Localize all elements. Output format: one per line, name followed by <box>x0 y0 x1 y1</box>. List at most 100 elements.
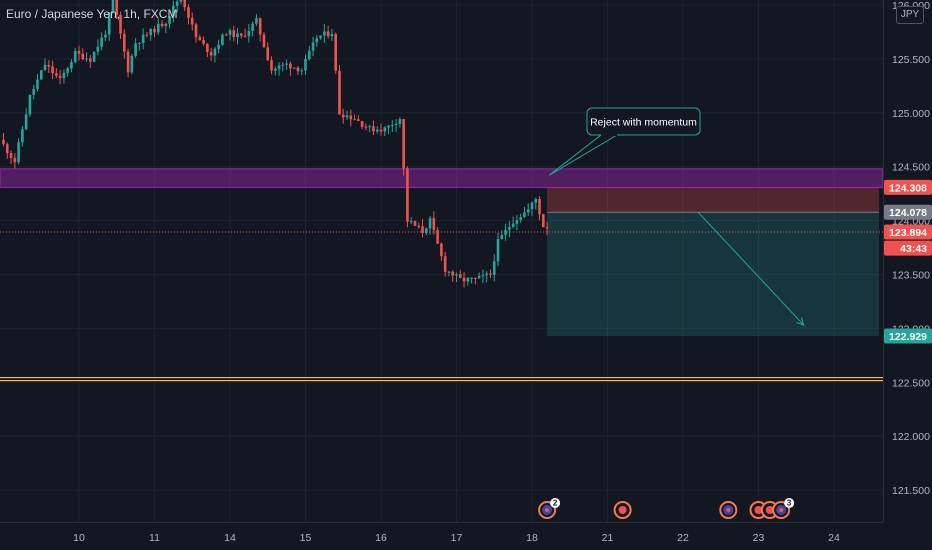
candle-body <box>153 28 156 33</box>
price-tag-bg-3 <box>884 240 932 256</box>
candle-body <box>296 67 300 72</box>
candle-body <box>62 72 66 78</box>
price-tag-1: 124.078 <box>889 207 927 219</box>
x-tick-label-9: 23 <box>753 532 765 544</box>
candle-body <box>130 55 134 73</box>
candle-body <box>228 30 232 35</box>
annotation-joint <box>601 133 617 136</box>
candle-body <box>315 38 319 43</box>
candle-body <box>119 14 122 34</box>
y-tick-label-1: 125.500 <box>892 54 930 66</box>
candle-body <box>542 214 545 228</box>
candle-body <box>341 114 345 118</box>
candle-body <box>451 271 455 276</box>
x-tick-label-10: 24 <box>828 532 840 544</box>
chart-title: Euro / Japanese Yen, 1h, FXCM <box>6 7 178 21</box>
x-tick-label-0: 10 <box>73 532 85 544</box>
candle-body <box>89 58 92 62</box>
x-tick-label-5: 17 <box>451 532 463 544</box>
candle-body <box>24 114 28 130</box>
candle-body <box>17 142 20 163</box>
candle-body <box>492 261 496 275</box>
event-marker-flag-center-2 <box>726 508 731 512</box>
candle-body <box>375 129 379 132</box>
candle-body <box>251 23 254 31</box>
candle-body <box>387 125 390 128</box>
currency-label[interactable]: JPY <box>896 6 924 24</box>
candle-body <box>274 68 277 71</box>
projection-arrow-head <box>796 317 805 327</box>
candle-body <box>224 34 228 36</box>
candle-body <box>104 34 107 38</box>
y-tick-label-5: 123.500 <box>892 270 930 282</box>
time-axis-bg <box>0 522 932 550</box>
candle-body <box>285 63 288 65</box>
candle-body <box>217 44 220 49</box>
price-tags: 124.308 124.078 123.894 43:43 122.929 <box>884 179 932 344</box>
annotation-box <box>586 107 701 136</box>
candle-body <box>9 153 13 158</box>
candle-body <box>353 119 356 121</box>
candle-body <box>258 18 262 35</box>
price-tag-bg-0 <box>884 179 932 195</box>
candle-body <box>123 33 126 52</box>
candle-body <box>440 243 443 257</box>
candle-body <box>70 62 73 69</box>
candle-body <box>485 273 488 276</box>
candle-body <box>398 119 402 124</box>
price-tag-4: 122.929 <box>889 331 927 343</box>
candle-body <box>270 60 273 71</box>
candle-body <box>489 273 492 275</box>
candle-body <box>455 274 458 276</box>
candle-body <box>526 209 530 213</box>
candle-body <box>28 94 32 115</box>
candle-body <box>194 24 198 38</box>
candle-body <box>179 0 183 2</box>
event-marker-dot-4 <box>765 506 774 514</box>
candle-body <box>402 119 405 169</box>
candle-body <box>266 47 270 61</box>
candle-body <box>100 37 103 47</box>
x-tick-label-4: 16 <box>375 532 387 544</box>
candle-body <box>126 51 130 73</box>
candle-body <box>115 0 119 15</box>
event-marker-dot-1 <box>618 506 627 514</box>
price-tag-bg-2 <box>884 224 932 240</box>
candle-body <box>39 70 43 80</box>
candle-body <box>330 34 334 37</box>
candle-body <box>232 30 236 38</box>
candle-body <box>145 34 149 36</box>
candle-body <box>141 34 145 43</box>
candle-body <box>334 34 337 71</box>
candle-body <box>530 202 534 210</box>
candle-body <box>138 42 141 44</box>
candle-body <box>77 51 81 54</box>
candle-body <box>36 79 39 89</box>
candle-body <box>198 37 202 41</box>
candle-body <box>368 126 371 128</box>
candle-body <box>134 43 137 56</box>
x-tick-label-1: 11 <box>149 532 160 544</box>
drawings[interactable]: Reject with momentum <box>548 107 805 327</box>
event-badge-0 <box>550 498 561 508</box>
candle-body <box>172 5 175 17</box>
short-position-tool[interactable] <box>547 187 879 337</box>
candle-body <box>394 123 398 126</box>
candle-body <box>2 139 5 145</box>
price-tag-3: 43:43 <box>900 243 927 255</box>
x-tick-label-7: 21 <box>602 532 614 544</box>
y-tick-label-8: 122.000 <box>892 431 930 443</box>
candle-body <box>496 238 500 262</box>
candle-body <box>458 274 462 278</box>
grid <box>0 0 883 522</box>
candle-body <box>289 63 292 69</box>
candle-body <box>281 64 285 66</box>
candle-body <box>443 256 447 272</box>
candle-body <box>175 1 179 6</box>
candle-body <box>436 229 439 244</box>
stop-loss-zone <box>547 187 879 213</box>
candle-body <box>519 217 522 221</box>
